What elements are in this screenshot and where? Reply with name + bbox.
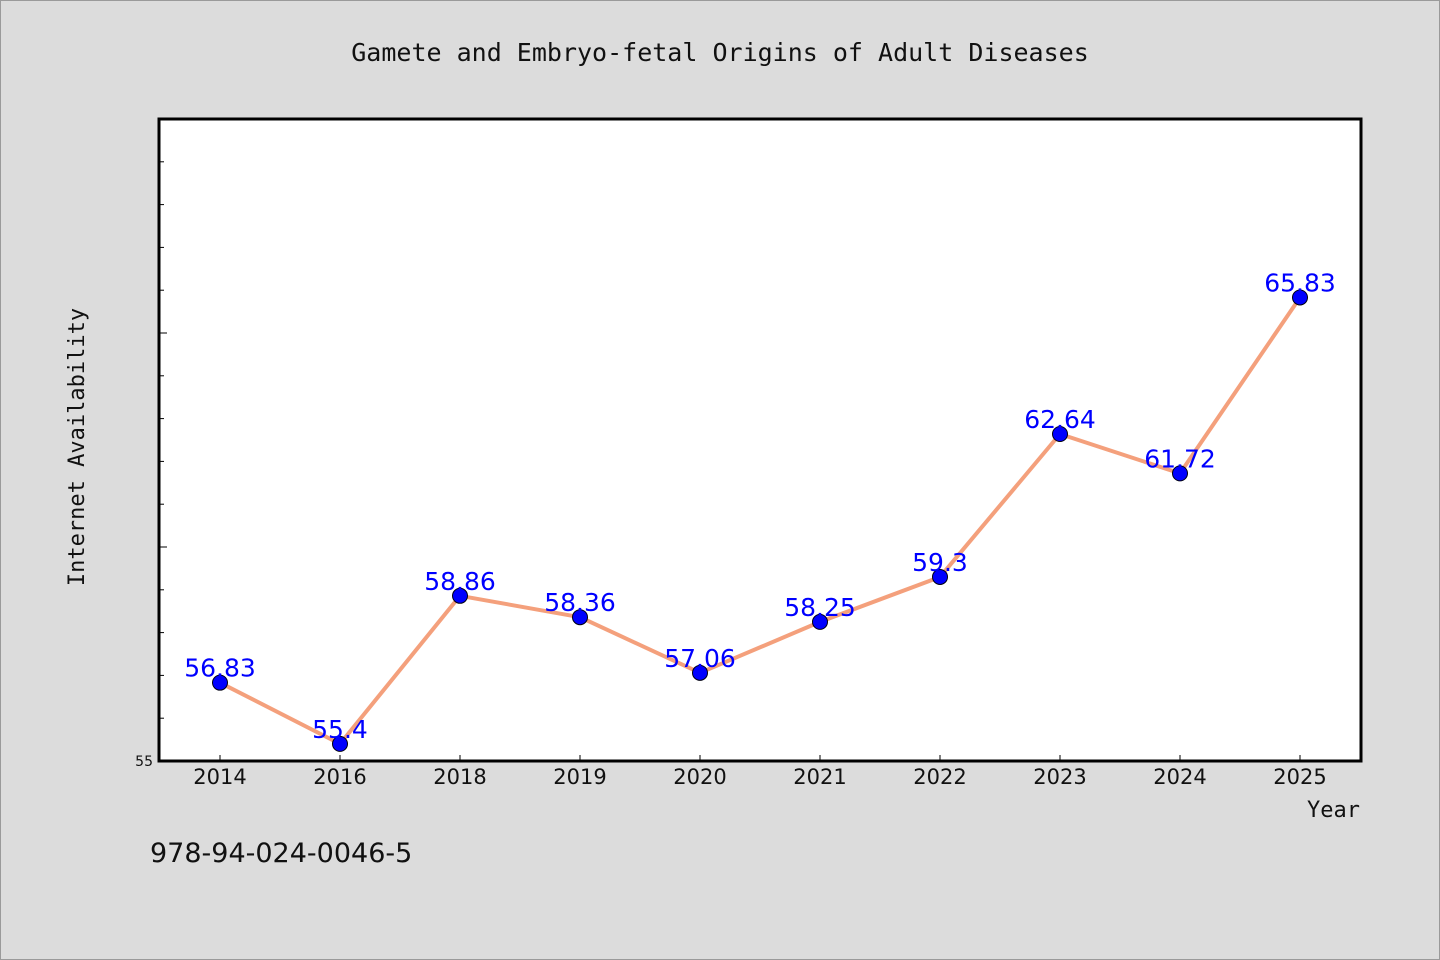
data-label: 58.86 [424, 567, 496, 596]
plot-area [157, 117, 1363, 763]
data-point [452, 587, 468, 604]
data-label: 58.25 [784, 593, 856, 622]
x-tick-label: 2016 [313, 765, 366, 789]
x-tick-label: 2022 [913, 765, 966, 789]
y-axis-ticks [159, 161, 167, 762]
data-label: 62.64 [1024, 405, 1096, 434]
data-label: 58.36 [544, 588, 616, 617]
x-tick-label: 2020 [673, 765, 726, 789]
data-point [1292, 289, 1308, 306]
x-tick-label: 2019 [553, 765, 606, 789]
data-point [212, 674, 228, 691]
data-label: 57.06 [664, 644, 736, 673]
x-tick-label: 2018 [433, 765, 486, 789]
data-label: 56.83 [184, 654, 256, 683]
data-label: 59.3 [912, 548, 968, 577]
x-axis-ticks: 2014 2016 2018 2019 2020 2021 2022 2023 2024 2025 [193, 755, 1327, 789]
x-tick-label: 2021 [793, 765, 846, 789]
data-point [332, 735, 348, 752]
y-axis-label: Internet Availability [65, 308, 90, 586]
data-point [692, 664, 708, 681]
series-markers [212, 289, 1308, 752]
data-point [932, 568, 948, 585]
data-label: 65.83 [1264, 268, 1336, 297]
x-tick-label: 2023 [1033, 765, 1086, 789]
x-tick-label: 2025 [1273, 765, 1326, 789]
data-point [812, 613, 828, 630]
data-labels: 56.83 55.4 58.86 58.36 57.06 58.25 59.3 62.64 61… [184, 268, 1336, 743]
data-point [1052, 426, 1068, 443]
series-line [219, 296, 1302, 746]
series-line-path [219, 296, 1302, 746]
data-label: 61.72 [1144, 444, 1216, 473]
x-tick-label: 2024 [1153, 765, 1206, 789]
data-point [1172, 465, 1188, 482]
y-tick-label-min: 55 [135, 754, 153, 770]
chart-title: Gamete and Embryo-fetal Origins of Adult… [351, 38, 1089, 67]
x-axis-label: Year [1307, 798, 1360, 823]
x-tick-label: 2014 [193, 765, 246, 789]
data-point [572, 609, 588, 626]
isbn-text: 978-94-024-0046-5 [150, 838, 412, 869]
data-label: 55.4 [312, 715, 368, 744]
